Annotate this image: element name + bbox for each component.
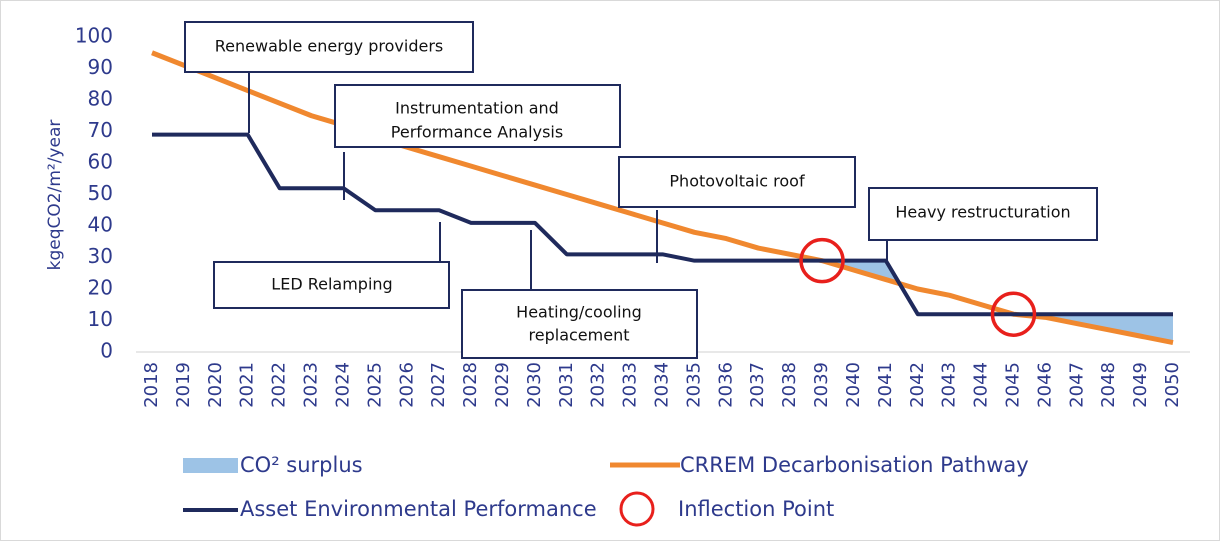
annotation-box	[868, 187, 1098, 241]
x-tick-label: 2026	[396, 362, 417, 408]
x-tick-label: 2033	[620, 362, 641, 408]
annotation-text: replacement	[529, 326, 630, 345]
y-tick-label: 70	[88, 118, 113, 142]
annotation-box	[213, 261, 450, 309]
x-tick-label: 2021	[237, 362, 258, 408]
x-tick-label: 2049	[1130, 362, 1151, 408]
annotations: Renewable energy providers Instrumentati…	[184, 21, 1098, 359]
annotation-box	[618, 156, 856, 208]
inflection-marker	[990, 291, 1037, 337]
x-tick-label: 2035	[683, 362, 704, 408]
x-tick-label: 2045	[1002, 362, 1023, 408]
x-tick-label: 2042	[907, 362, 928, 408]
x-tick-label: 2038	[779, 362, 800, 408]
y-tick-label: 50	[88, 181, 113, 205]
legend-label: CRREM Decarbonisation Pathway	[680, 453, 1029, 477]
x-tick-label: 2025	[364, 362, 385, 408]
y-tick-label: 60	[88, 150, 113, 174]
x-tick-label: 2031	[556, 362, 577, 408]
x-tick-label: 2050	[1162, 362, 1183, 408]
annotation-text: Performance Analysis	[391, 123, 563, 142]
x-tick-label: 2024	[332, 362, 353, 408]
annotation-text: Photovoltaic roof	[669, 172, 805, 191]
x-tick-label: 2044	[971, 362, 992, 408]
y-tick-label: 90	[88, 55, 113, 79]
x-tick-label: 2039	[811, 362, 832, 408]
y-tick-label: 80	[88, 87, 113, 111]
y-tick-label: 100	[75, 24, 113, 48]
annotation-text: Renewable energy providers	[215, 37, 443, 56]
annotation-box	[334, 84, 621, 148]
y-tick-label: 0	[100, 339, 113, 363]
x-tick-label: 2034	[652, 362, 673, 408]
x-tick-label: 2046	[1034, 362, 1055, 408]
x-tick-label: 2027	[428, 362, 449, 408]
x-tick-label: 2020	[205, 362, 226, 408]
legend-label: Inflection Point	[678, 497, 834, 521]
x-tick-label: 2032	[588, 362, 609, 408]
x-tick-label: 2018	[141, 362, 162, 408]
inflection-marker	[799, 237, 845, 284]
y-tick-label: 40	[88, 213, 113, 237]
x-tick-label: 2023	[301, 362, 322, 408]
annotation-text: Heavy restructuration	[895, 203, 1070, 222]
y-tick-label: 30	[88, 244, 113, 268]
x-tick-label: 2029	[492, 362, 513, 408]
legend-swatch	[183, 458, 238, 473]
x-tick-label: 2048	[1098, 362, 1119, 408]
series-line	[151, 50, 1174, 346]
x-tick-label: 2030	[524, 362, 545, 408]
annotation-text: Heating/cooling	[516, 303, 642, 322]
x-tick-label: 2047	[1066, 362, 1087, 408]
series-line	[152, 132, 1173, 317]
annotation-text: Instrumentation and	[395, 99, 559, 118]
x-tick-label: 2036	[715, 362, 736, 408]
annotation-box	[184, 21, 474, 73]
legend-label: Asset Environmental Performance	[240, 497, 597, 521]
annotation-text: LED Relamping	[271, 275, 392, 294]
annotation-box	[461, 289, 698, 359]
x-tick-label: 2037	[747, 362, 768, 408]
x-tick-label: 2028	[460, 362, 481, 408]
legend-label: CO² surplus	[240, 453, 363, 477]
x-tick-label: 2041	[875, 362, 896, 408]
legend: CO² surplus CRREM Decarbonisation Pathway…	[183, 453, 1029, 527]
x-tick-label: 2022	[269, 362, 290, 408]
y-axis-title: kgeqCO2/m²/year	[45, 120, 65, 271]
y-tick-label: 20	[88, 276, 113, 300]
x-tick-label: 2040	[843, 362, 864, 408]
legend-swatch	[619, 491, 655, 527]
y-tick-label: 10	[88, 307, 113, 331]
x-tick-label: 2043	[939, 362, 960, 408]
x-tick-label: 2019	[173, 362, 194, 408]
